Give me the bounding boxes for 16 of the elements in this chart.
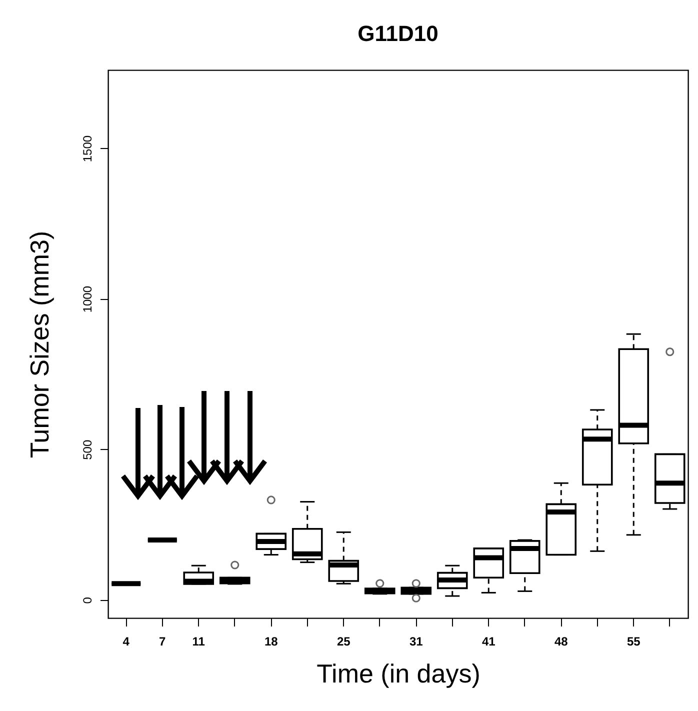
y-tick-label: 1500 (80, 135, 94, 162)
x-tick-label: 7 (159, 634, 166, 648)
x-axis-title: Time (in days) (316, 658, 480, 688)
chart-title: G11D10 (358, 21, 438, 46)
x-tick-label: 11 (192, 634, 206, 648)
x-tick-label: 48 (554, 634, 568, 648)
y-tick-label: 500 (80, 440, 94, 460)
x-tick-label: 25 (336, 634, 351, 648)
x-tick-label: 4 (122, 634, 130, 648)
y-tick-label: 1000 (80, 286, 94, 313)
x-tick-label: 31 (409, 634, 424, 648)
x-tick-label: 18 (264, 634, 278, 648)
y-axis-title: Tumor Sizes (mm3) (24, 230, 54, 458)
x-tick-label: 41 (482, 634, 496, 648)
y-tick-label: 0 (80, 596, 94, 604)
x-tick-label: 55 (626, 634, 641, 648)
